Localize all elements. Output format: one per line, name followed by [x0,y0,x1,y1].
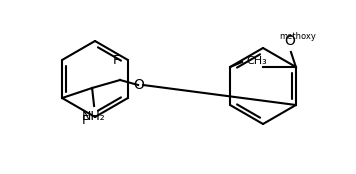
Text: F: F [82,114,89,128]
Text: methoxy: methoxy [279,32,316,41]
Text: F: F [113,53,120,66]
Text: O: O [134,78,145,92]
Text: NH₂: NH₂ [82,110,106,123]
Text: CH₃: CH₃ [246,56,267,66]
Text: O: O [284,34,295,48]
